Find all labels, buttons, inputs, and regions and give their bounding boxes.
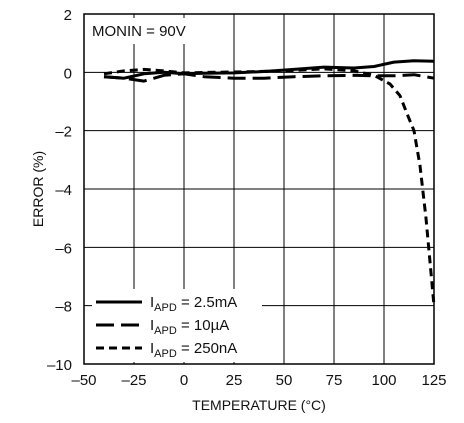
y-tick-label: –2 [55, 124, 72, 141]
annotation-background [86, 18, 196, 44]
tick-labels: –50 –25 0 25 50 75 100 125 2 0 –2 –4 –6 –8 –10 [47, 7, 447, 389]
x-tick-label: 125 [421, 372, 446, 389]
legend-label: IAPD = 10µA [150, 317, 229, 337]
monin-annotation: MONIN = 90V [92, 23, 186, 40]
y-axis-label: ERROR (%) [30, 151, 46, 227]
plot-border [83, 13, 435, 365]
x-tick-label: 75 [326, 372, 343, 389]
series-line-longdash [103, 72, 435, 83]
x-tick-label: –25 [121, 372, 146, 389]
x-tick-label: 100 [371, 372, 396, 389]
x-tick-label: 50 [276, 372, 293, 389]
y-tick-label: –4 [55, 182, 72, 199]
y-tick-label: 2 [64, 7, 72, 24]
series-line-shortdash [103, 67, 436, 306]
legend-label: IAPD = 250nA [150, 340, 237, 360]
y-tick-label: –6 [55, 240, 72, 257]
legend-label: IAPD = 2.5mA [150, 294, 237, 314]
plot-frame [83, 13, 435, 365]
legend: IAPD = 2.5mA IAPD = 10µA IAPD = 250nA [96, 294, 237, 360]
x-tick-label: –50 [71, 372, 96, 389]
x-axis-label: TEMPERATURE (°C) [192, 397, 326, 413]
x-tick-label: 25 [226, 372, 243, 389]
y-tick-label: –10 [47, 357, 72, 374]
y-tick-label: 0 [64, 65, 72, 82]
y-tick-label: –8 [55, 299, 72, 316]
series-group [103, 59, 436, 306]
x-tick-label: 0 [180, 372, 188, 389]
